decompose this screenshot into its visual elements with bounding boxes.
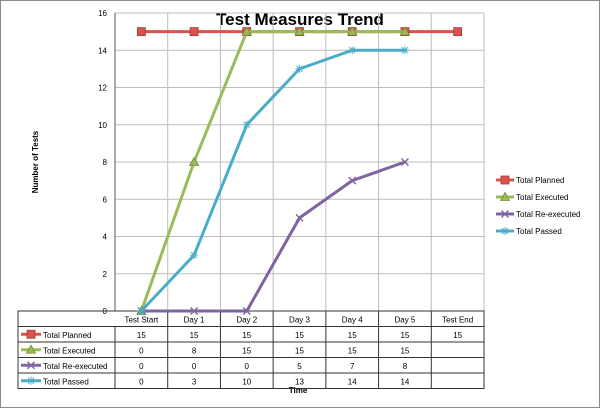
data-point	[189, 27, 199, 37]
x-category-label: Test Start	[124, 316, 159, 325]
table-cell-value: 5	[297, 362, 302, 371]
legend-key-marker	[499, 191, 511, 201]
legend-label: Total Passed	[516, 227, 562, 236]
data-point	[348, 46, 357, 55]
table-key-marker	[27, 361, 35, 370]
data-point	[295, 213, 304, 222]
legend-label: Total Planned	[516, 176, 564, 185]
table-cell-value: 15	[348, 331, 357, 340]
y-tick-label: 10	[98, 121, 107, 130]
table-cell-value: 3	[192, 378, 197, 387]
data-point	[190, 307, 199, 315]
series-line	[141, 160, 406, 313]
table-series-label: Total Executed	[43, 347, 95, 356]
x-category-label: Day 5	[394, 316, 415, 325]
y-axis-title: Number of Tests	[31, 130, 40, 193]
data-point	[136, 27, 146, 37]
table-cell-value: 0	[139, 347, 144, 356]
table-cell-value: 15	[453, 331, 462, 340]
gridlines	[114, 12, 485, 312]
table-key-marker	[25, 344, 37, 354]
data-point	[242, 307, 251, 315]
data-point	[241, 26, 252, 36]
data-point	[347, 26, 358, 36]
table-cell-value: 8	[192, 347, 197, 356]
legend-key-marker	[501, 210, 509, 218]
table-cell-value: 10	[242, 378, 251, 387]
table-cell-value: 13	[295, 378, 304, 387]
table-cell-value: 0	[139, 378, 144, 387]
table-cell-value: 0	[139, 362, 144, 371]
table-series-label: Total Passed	[43, 378, 89, 387]
y-tick-label: 14	[98, 46, 107, 55]
legend-key-marker	[500, 175, 510, 185]
x-category-label: Day 3	[289, 316, 310, 325]
y-tick-label: 12	[98, 84, 107, 93]
table-cell-value: 15	[348, 347, 357, 356]
table-cell-value: 15	[242, 331, 251, 340]
data-point	[294, 26, 305, 36]
data-point	[453, 27, 463, 37]
table-cell-value: 8	[403, 362, 408, 371]
table-cell-value: 15	[242, 347, 251, 356]
x-category-label: Day 4	[342, 316, 363, 325]
y-tick-label: 16	[98, 9, 107, 18]
table-key-marker	[27, 376, 35, 385]
data-point	[400, 158, 409, 166]
data-point	[242, 120, 251, 129]
series-line	[139, 30, 405, 312]
data-point	[137, 307, 146, 315]
data-point	[188, 156, 200, 166]
data-point	[399, 26, 411, 36]
table-series-label: Total Planned	[43, 331, 91, 340]
table-cell-value: 15	[295, 347, 304, 356]
series-line	[140, 48, 405, 313]
series-lines	[136, 26, 463, 315]
table-cell-value: 15	[295, 331, 304, 340]
legend-key-marker	[501, 227, 509, 235]
data-point	[400, 46, 409, 55]
data-point	[190, 251, 199, 260]
data-point	[295, 64, 304, 73]
legend: Total Planned Total Executed Total Re-exec…	[496, 175, 580, 236]
legend-label: Total Re-executed	[516, 210, 580, 219]
table-cell-value: 7	[350, 362, 355, 371]
table-cell-value: 0	[192, 362, 197, 371]
x-category-label: Day 2	[236, 316, 257, 325]
table-key-marker	[26, 329, 36, 339]
y-tick-label: 8	[103, 158, 108, 167]
y-tick-label: 6	[103, 195, 108, 204]
table-border	[17, 310, 485, 389]
data-table: Test Start Day 1 Day 2 Day 3 Day 4 Day 5 Test …	[17, 310, 485, 389]
table-cell-value: 14	[348, 378, 357, 387]
data-point	[348, 176, 357, 185]
table-series-label: Total Re-executed	[43, 362, 107, 371]
table-cell-value: 15	[190, 331, 199, 340]
table-cell-value: 15	[400, 331, 409, 340]
series-3	[137, 46, 409, 315]
x-category-label: Day 1	[184, 316, 205, 325]
y-tick-label: 4	[103, 233, 108, 242]
x-axis-title: Time	[289, 386, 308, 395]
y-tick-label: 2	[103, 270, 108, 279]
table-cell-value: 0	[245, 362, 250, 371]
x-category-label: Test End	[442, 316, 473, 325]
table-cell-value: 15	[137, 331, 146, 340]
legend-label: Total Executed	[516, 193, 568, 202]
chart-title: Test Measures Trend	[216, 10, 384, 29]
table-cell-value: 15	[400, 347, 409, 356]
table-cell-value: 14	[400, 378, 409, 387]
